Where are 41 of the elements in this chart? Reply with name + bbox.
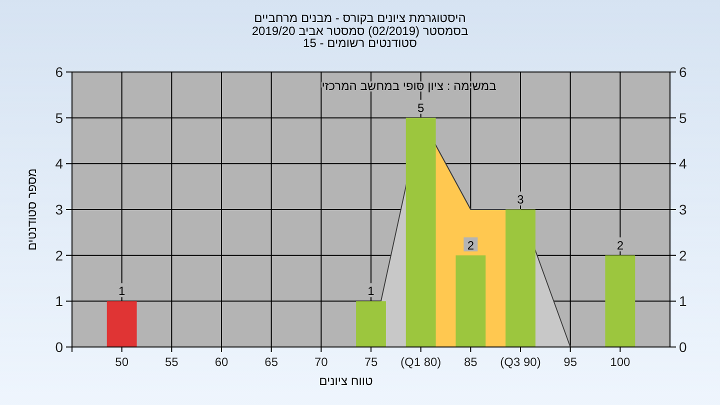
data-label: 5 <box>417 100 424 115</box>
data-label: 1 <box>118 284 126 298</box>
y2-tick-label: 0 <box>679 339 687 355</box>
y-axis-title: מספר סטודנטים <box>25 168 39 251</box>
bar <box>456 255 486 347</box>
bar <box>506 210 536 347</box>
bar <box>406 118 436 347</box>
data-label: 1 <box>368 284 375 298</box>
x-tick-label: 55 <box>164 355 179 369</box>
y-tick-label: 2 <box>55 247 64 264</box>
data-label: 2 <box>616 238 624 252</box>
bar <box>356 301 386 347</box>
data-label: 2 <box>467 238 474 252</box>
x-tick-label: 60 <box>214 355 228 369</box>
y2-tick-label: 3 <box>679 202 687 218</box>
x-tick-label: 70 <box>314 355 328 369</box>
x-tick-label: 50 <box>115 355 129 369</box>
x-tick-label: 75 <box>364 355 378 369</box>
y-tick-label: 5 <box>55 110 64 126</box>
bar <box>605 255 636 347</box>
y-tick-label: 4 <box>55 156 64 172</box>
chart-title: היסטוגרמת ציונים בקורס - מבנים מרחביים <box>254 11 466 25</box>
x-tick-label: 85 <box>464 355 478 369</box>
x-tick-label: (Q3 90) <box>500 355 541 369</box>
y-tick-label: 1 <box>55 293 64 310</box>
y2-tick-label: 6 <box>679 64 687 80</box>
data-label: 3 <box>517 192 524 206</box>
y2-tick-label: 4 <box>679 156 687 172</box>
y2-tick-label: 2 <box>679 247 687 264</box>
x-tick-label: (Q1 80) <box>400 355 442 369</box>
y-tick-label: 6 <box>55 64 64 80</box>
x-tick-label: 65 <box>264 355 278 369</box>
x-tick-label: 95 <box>564 355 578 369</box>
chart-subtitle: בסמסטר (02/2019) סמסטר אביב 2019/20 סטודנטים רשומים - 15 <box>252 24 468 50</box>
bar <box>106 301 137 347</box>
y-tick-label: 3 <box>55 202 64 218</box>
y-tick-label: 0 <box>55 339 64 355</box>
x-axis-title: טווח ציונים <box>319 374 374 388</box>
y2-tick-label: 1 <box>679 293 687 310</box>
x-tick-label: 100 <box>610 355 630 369</box>
y2-tick-label: 5 <box>679 110 687 126</box>
